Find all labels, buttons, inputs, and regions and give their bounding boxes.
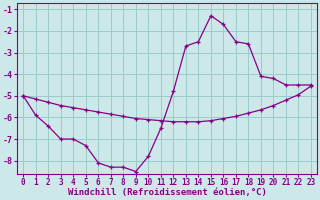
X-axis label: Windchill (Refroidissement éolien,°C): Windchill (Refroidissement éolien,°C) — [68, 188, 267, 197]
